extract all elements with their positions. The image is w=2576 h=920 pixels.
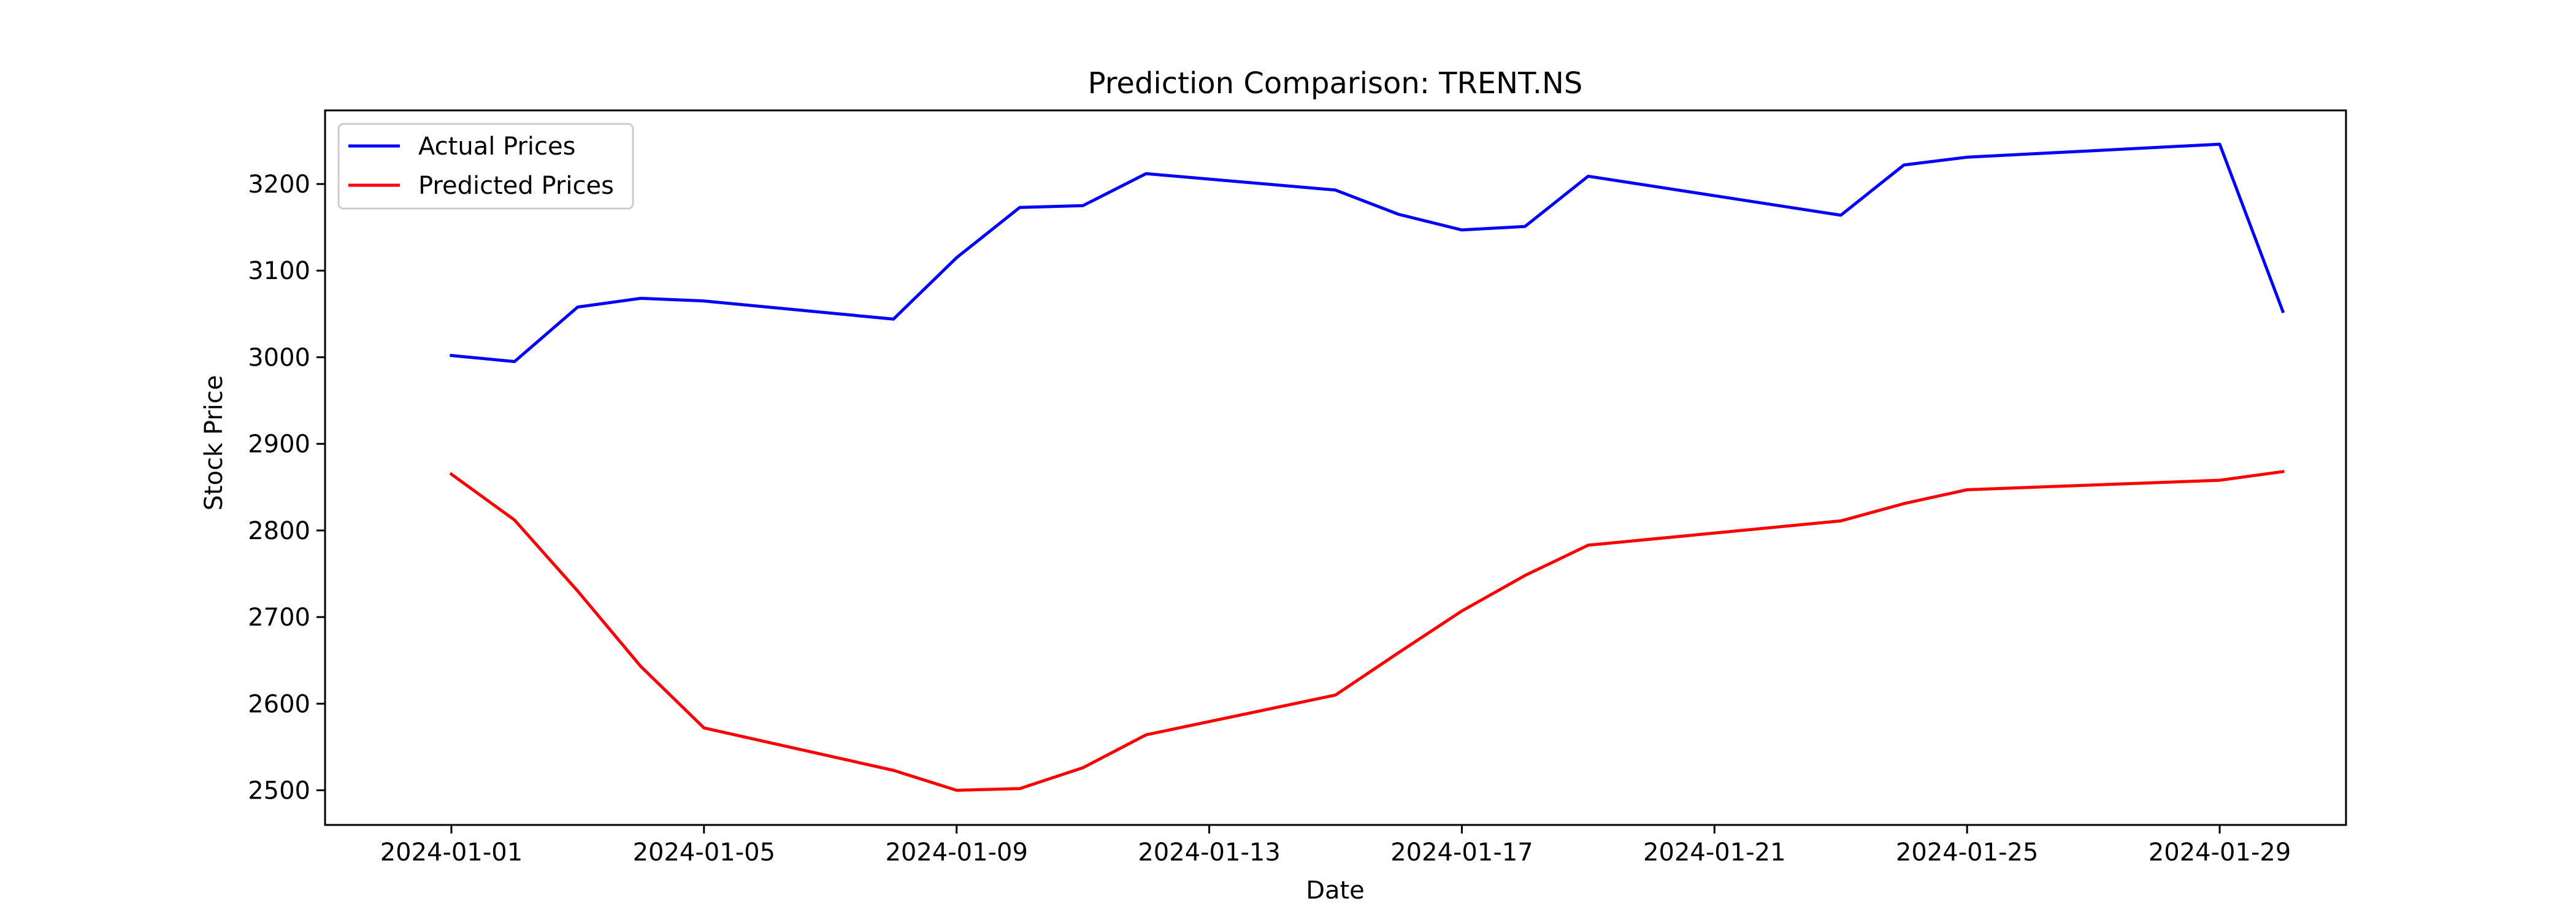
legend: Actual Prices Predicted Prices <box>337 123 634 210</box>
x-tick-label: 2024-01-09 <box>885 838 1027 867</box>
axes-frame <box>324 109 2347 826</box>
y-tick-label: 3100 <box>248 257 310 285</box>
y-axis-title: Stock Price <box>200 375 228 511</box>
legend-label: Predicted Prices <box>418 172 614 200</box>
y-tick-label: 2600 <box>248 690 310 718</box>
legend-box <box>337 123 634 210</box>
legend-label: Actual Prices <box>418 132 575 161</box>
y-tick-label: 3200 <box>248 171 310 199</box>
x-tick-label: 2024-01-05 <box>633 838 775 867</box>
y-tick-label: 2900 <box>248 431 310 459</box>
y-tick-label: 2800 <box>248 517 310 545</box>
x-tick-label: 2024-01-21 <box>1643 838 1785 867</box>
chart-title: Prediction Comparison: TRENT.NS <box>1088 66 1583 101</box>
x-tick-label: 2024-01-29 <box>2149 838 2291 867</box>
y-tick-label: 2500 <box>248 777 310 805</box>
series-line-predicted-prices <box>449 470 2285 792</box>
x-tick-label: 2024-01-25 <box>1896 838 2038 867</box>
y-tick-label: 3000 <box>248 343 310 372</box>
y-tick-label: 2700 <box>248 604 310 632</box>
plot-area: 2024-01-01 2024-01-05 2024-01-09 2024-01-13… <box>248 109 2347 867</box>
x-tick-label: 2024-01-13 <box>1138 838 1280 867</box>
x-tick-label: 2024-01-17 <box>1390 838 1533 867</box>
x-tick-label: 2024-01-01 <box>380 838 523 867</box>
x-axis-title: Date <box>1306 876 1365 905</box>
series-line-actual-prices <box>450 142 2285 363</box>
